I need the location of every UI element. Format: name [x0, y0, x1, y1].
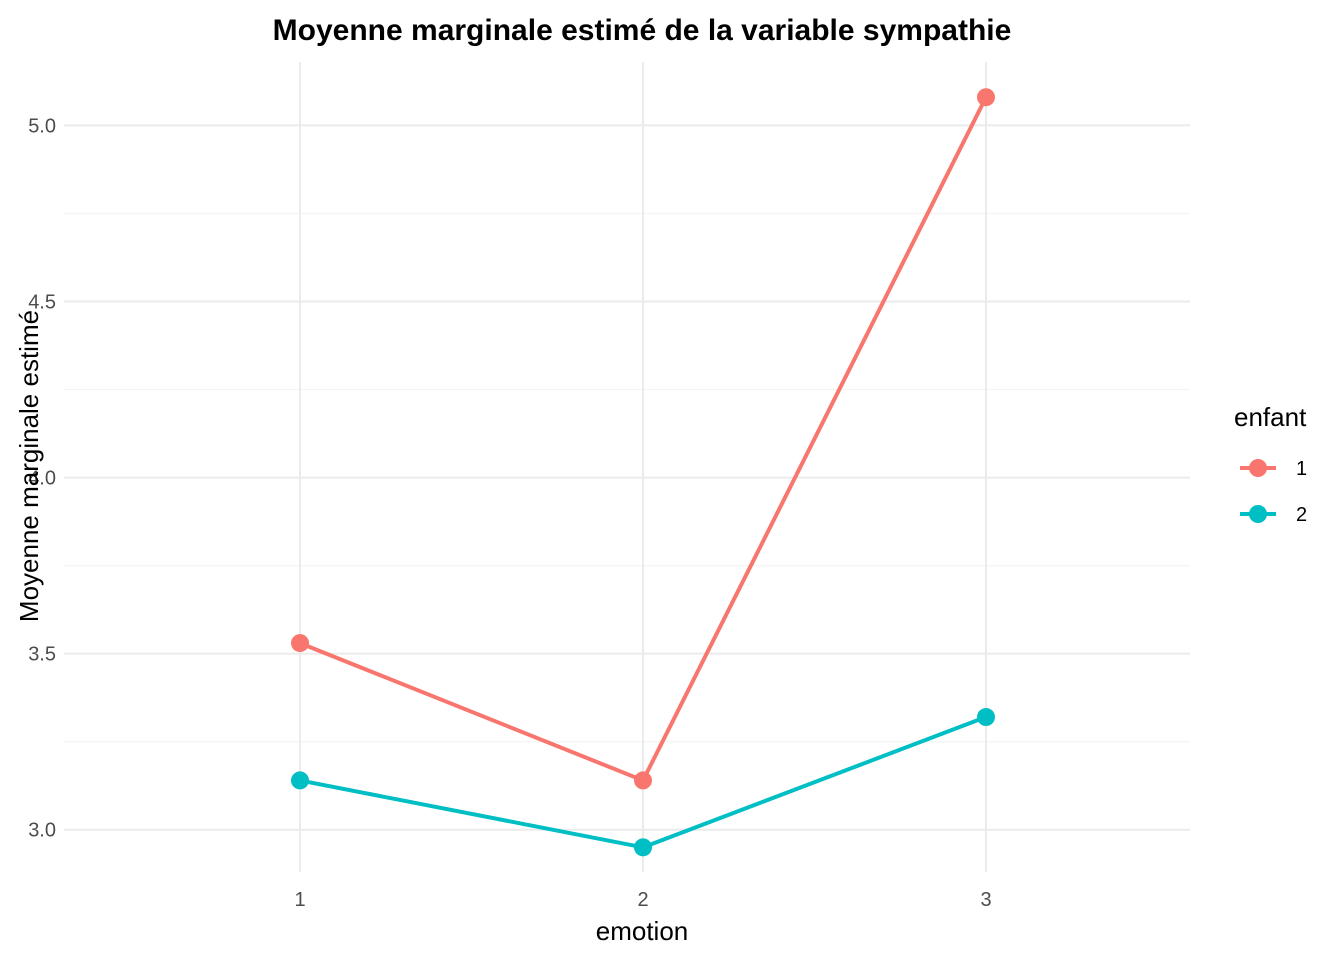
x-axis-title: emotion: [596, 916, 689, 946]
legend-key-point: [1249, 459, 1267, 477]
y-axis-title: Moyenne marginale estimé: [14, 310, 44, 622]
legend-title: enfant: [1234, 402, 1307, 432]
y-tick-label: 3.0: [28, 820, 56, 842]
data-point-2: [977, 708, 995, 727]
legend: enfant 1 2: [1234, 402, 1307, 526]
y-tick-label: 4.5: [28, 291, 56, 313]
axes: 3.0 3.5 4.0 4.5 5.0 1 2 3: [28, 115, 991, 911]
grid: [64, 62, 1190, 872]
y-tick-label: 4.0: [28, 468, 56, 490]
data-point-1: [634, 771, 652, 790]
x-tick-label: 3: [980, 889, 991, 911]
chart-title: Moyenne marginale estimé de la variable …: [273, 14, 1012, 47]
series-layer: [291, 88, 995, 857]
data-point-1: [291, 634, 309, 653]
y-tick-label: 3.5: [28, 644, 56, 666]
legend-item-1: 1: [1240, 458, 1307, 480]
legend-label: 1: [1296, 458, 1307, 480]
x-tick-label: 1: [294, 889, 305, 911]
x-tick-label: 2: [637, 889, 648, 911]
data-point-2: [634, 838, 652, 857]
legend-label: 2: [1296, 504, 1307, 526]
legend-key-point: [1249, 505, 1267, 523]
y-tick-label: 5.0: [28, 115, 56, 137]
data-point-2: [291, 771, 309, 790]
data-point-1: [977, 88, 995, 107]
legend-item-2: 2: [1240, 504, 1307, 526]
